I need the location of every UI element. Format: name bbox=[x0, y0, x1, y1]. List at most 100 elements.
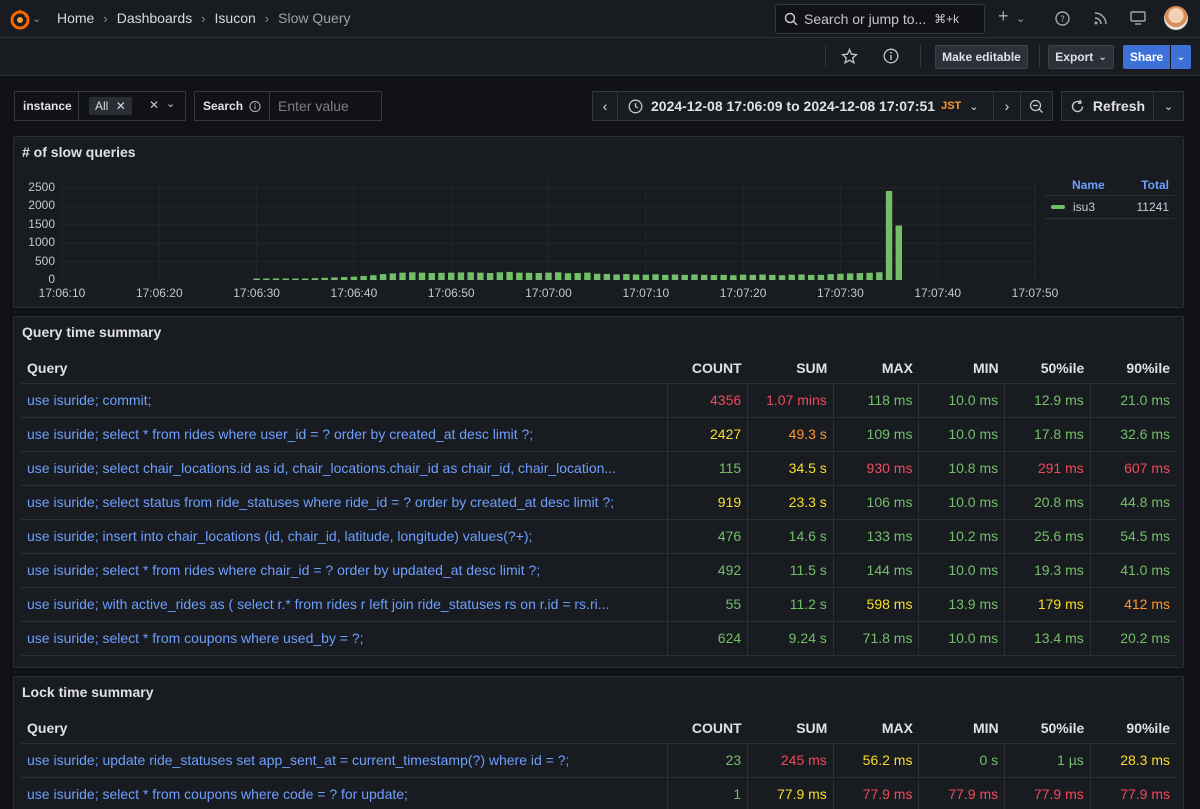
query-cell[interactable]: use isuride; select status from ride_sta… bbox=[21, 485, 668, 520]
chart-bar[interactable] bbox=[778, 275, 786, 280]
column-header[interactable]: COUNT bbox=[667, 353, 748, 384]
table-row[interactable]: use isuride; commit; 4356 1.07 mins 118 ms 1… bbox=[21, 383, 1176, 418]
chart-bar[interactable] bbox=[642, 274, 650, 280]
column-header[interactable]: Query bbox=[21, 353, 668, 384]
table-row[interactable]: use isuride; insert into chair_locations… bbox=[21, 519, 1176, 554]
chart-bar[interactable] bbox=[360, 275, 367, 280]
chart-bar[interactable] bbox=[885, 190, 893, 280]
chart-bar[interactable] bbox=[691, 274, 698, 280]
table-row[interactable]: use isuride; select status from ride_sta… bbox=[21, 485, 1176, 520]
chart-bar[interactable] bbox=[866, 272, 873, 280]
chart-bar[interactable] bbox=[759, 274, 766, 280]
chart-bar[interactable] bbox=[447, 272, 455, 280]
chart-bar[interactable] bbox=[350, 276, 358, 280]
chart-bar[interactable] bbox=[263, 278, 270, 281]
refresh-interval-chevron-icon[interactable]: ⌄ bbox=[1153, 91, 1184, 121]
query-cell[interactable]: use isuride; insert into chair_locations… bbox=[21, 519, 668, 554]
chart-bar[interactable] bbox=[574, 273, 581, 280]
chart-bar[interactable] bbox=[603, 273, 611, 280]
column-header[interactable]: 90%ile bbox=[1090, 713, 1176, 744]
chart-bar[interactable] bbox=[496, 272, 504, 280]
plus-icon[interactable]: + bbox=[998, 6, 1009, 26]
chevron-down-icon[interactable]: ⌄ bbox=[32, 13, 42, 25]
chart-bar[interactable] bbox=[418, 272, 426, 280]
chart-bar[interactable] bbox=[555, 272, 562, 280]
query-cell[interactable]: use isuride; select chair_locations.id a… bbox=[21, 451, 668, 486]
chart-bar[interactable] bbox=[506, 271, 513, 280]
export-button[interactable]: Export ⌄ bbox=[1048, 45, 1114, 69]
chart-bar[interactable] bbox=[700, 274, 708, 280]
column-header[interactable]: MAX bbox=[833, 353, 919, 384]
column-header[interactable]: COUNT bbox=[667, 713, 748, 744]
breadcrumb-dashboards[interactable]: Dashboards bbox=[116, 10, 193, 26]
chart-bar[interactable] bbox=[769, 274, 776, 280]
chart-bar[interactable] bbox=[749, 274, 757, 280]
chart-bar[interactable] bbox=[331, 277, 338, 280]
query-cell[interactable]: use isuride; select * from rides where u… bbox=[21, 417, 668, 452]
chart-bar[interactable] bbox=[720, 274, 727, 280]
chart-bar[interactable] bbox=[467, 272, 474, 280]
chart-bar[interactable] bbox=[486, 273, 494, 280]
chart-bar[interactable] bbox=[895, 225, 902, 280]
chart-bar[interactable] bbox=[807, 274, 815, 280]
breadcrumb-isucon[interactable]: Isucon bbox=[214, 10, 256, 26]
make-editable-button[interactable]: Make editable bbox=[935, 45, 1028, 69]
star-icon[interactable] bbox=[841, 48, 858, 65]
chart-bar[interactable] bbox=[652, 274, 659, 280]
table-row[interactable]: use isuride; select * from coupons where… bbox=[21, 621, 1176, 656]
time-forward-button[interactable]: › bbox=[993, 91, 1021, 121]
table-row[interactable]: use isuride; update ride_statuses set ap… bbox=[21, 743, 1176, 778]
chart-bar[interactable] bbox=[846, 273, 854, 280]
chart-bar[interactable] bbox=[409, 272, 416, 280]
query-cell[interactable]: use isuride; select * from coupons where… bbox=[21, 777, 668, 809]
chart-bar[interactable] bbox=[379, 274, 387, 280]
column-header[interactable]: MIN bbox=[918, 713, 1005, 744]
chart-bar[interactable] bbox=[389, 273, 397, 280]
chart-bar[interactable] bbox=[671, 274, 679, 280]
table-row[interactable]: use isuride; select * from rides where c… bbox=[21, 553, 1176, 588]
breadcrumb-home[interactable]: Home bbox=[57, 10, 95, 26]
chart-bar[interactable] bbox=[321, 277, 328, 280]
query-cell[interactable]: use isuride; update ride_statuses set ap… bbox=[21, 743, 668, 778]
chart-bar[interactable] bbox=[564, 273, 572, 280]
chart-bar[interactable] bbox=[253, 278, 260, 281]
query-cell[interactable]: use isuride; select * from coupons where… bbox=[21, 621, 668, 656]
chevron-down-icon[interactable]: ⌄ bbox=[1016, 13, 1026, 25]
column-header[interactable]: Query bbox=[21, 713, 668, 744]
column-header[interactable]: SUM bbox=[747, 713, 834, 744]
chart-bar[interactable] bbox=[292, 278, 299, 281]
chart-bar[interactable] bbox=[856, 273, 864, 280]
chart-bar[interactable] bbox=[545, 272, 552, 280]
chart-bar[interactable] bbox=[710, 275, 718, 280]
chart-bar[interactable] bbox=[817, 274, 825, 280]
chart-bar[interactable] bbox=[438, 272, 445, 280]
column-header[interactable]: SUM bbox=[747, 353, 834, 384]
rss-icon[interactable] bbox=[1093, 11, 1108, 26]
chart-bar[interactable] bbox=[340, 277, 348, 280]
query-cell[interactable]: use isuride; select * from rides where c… bbox=[21, 553, 668, 588]
chart-bar[interactable] bbox=[827, 274, 834, 280]
table-row[interactable]: use isuride; select * from coupons where… bbox=[21, 777, 1176, 809]
chart-bar[interactable] bbox=[477, 272, 484, 280]
chart-bar[interactable] bbox=[584, 272, 591, 280]
time-range-picker[interactable]: 2024-12-08 17:06:09 to 2024-12-08 17:07:… bbox=[617, 91, 994, 121]
chart-bar[interactable] bbox=[739, 274, 747, 280]
chart-bar[interactable] bbox=[457, 272, 465, 280]
chevron-down-icon[interactable]: ⌄ bbox=[166, 98, 176, 110]
legend-row[interactable]: isu3 11241 bbox=[1045, 196, 1175, 219]
column-header[interactable]: 50%ile bbox=[1004, 713, 1091, 744]
chart-bar[interactable] bbox=[837, 273, 844, 280]
legend-name-header[interactable]: Name bbox=[1072, 178, 1105, 192]
chart-bar[interactable] bbox=[370, 275, 377, 280]
help-icon[interactable]: ? bbox=[1055, 11, 1070, 26]
chart-bar[interactable] bbox=[876, 272, 883, 280]
share-button[interactable]: Share bbox=[1123, 45, 1170, 69]
search-variable-input[interactable]: Enter value bbox=[269, 91, 382, 121]
column-header[interactable]: MIN bbox=[918, 353, 1005, 384]
column-header[interactable]: MAX bbox=[833, 713, 919, 744]
table-row[interactable]: use isuride; select * from rides where u… bbox=[21, 417, 1176, 452]
chart-bar[interactable] bbox=[662, 274, 669, 280]
chart-bar[interactable] bbox=[613, 274, 620, 280]
chart-bar[interactable] bbox=[311, 278, 319, 280]
chart-bar[interactable] bbox=[593, 273, 601, 280]
